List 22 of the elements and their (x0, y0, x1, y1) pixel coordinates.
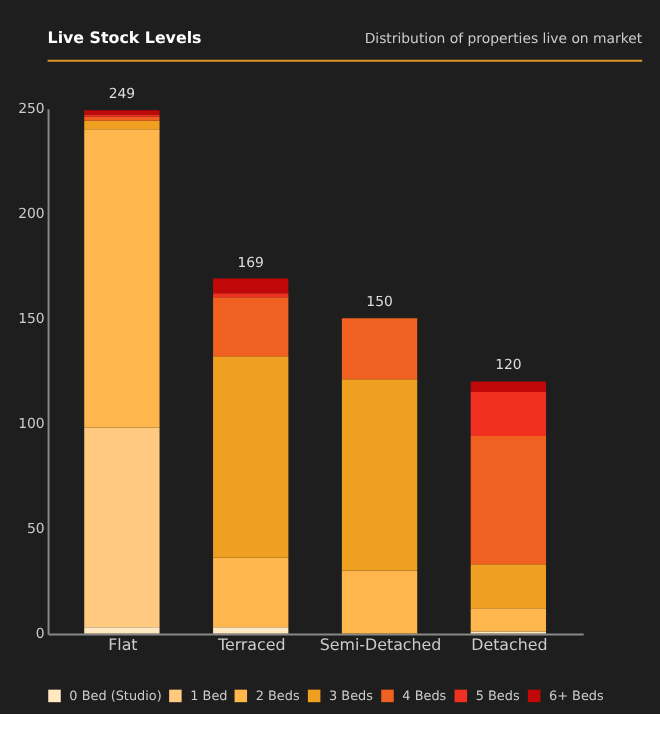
bar (84, 129, 160, 428)
bar (84, 627, 160, 634)
bar (213, 297, 289, 357)
bar (213, 627, 289, 634)
bar (213, 356, 289, 558)
x-tick-label: Flat (108, 636, 138, 655)
chart-title: Live Stock Levels (47, 28, 203, 47)
x-tick-label: Semi-Detached (319, 636, 442, 655)
bar (470, 608, 547, 632)
bar (84, 120, 160, 130)
x-tick-label: Detached (471, 636, 548, 655)
bar (84, 427, 160, 628)
bar (470, 436, 547, 565)
bar (470, 391, 547, 436)
bar (341, 379, 418, 571)
bar (470, 381, 547, 392)
bar (341, 570, 418, 634)
x-tick-label: Terraced (215, 636, 286, 655)
bar (213, 278, 289, 294)
bar (213, 557, 289, 628)
bar (470, 564, 547, 609)
bar (341, 318, 418, 380)
